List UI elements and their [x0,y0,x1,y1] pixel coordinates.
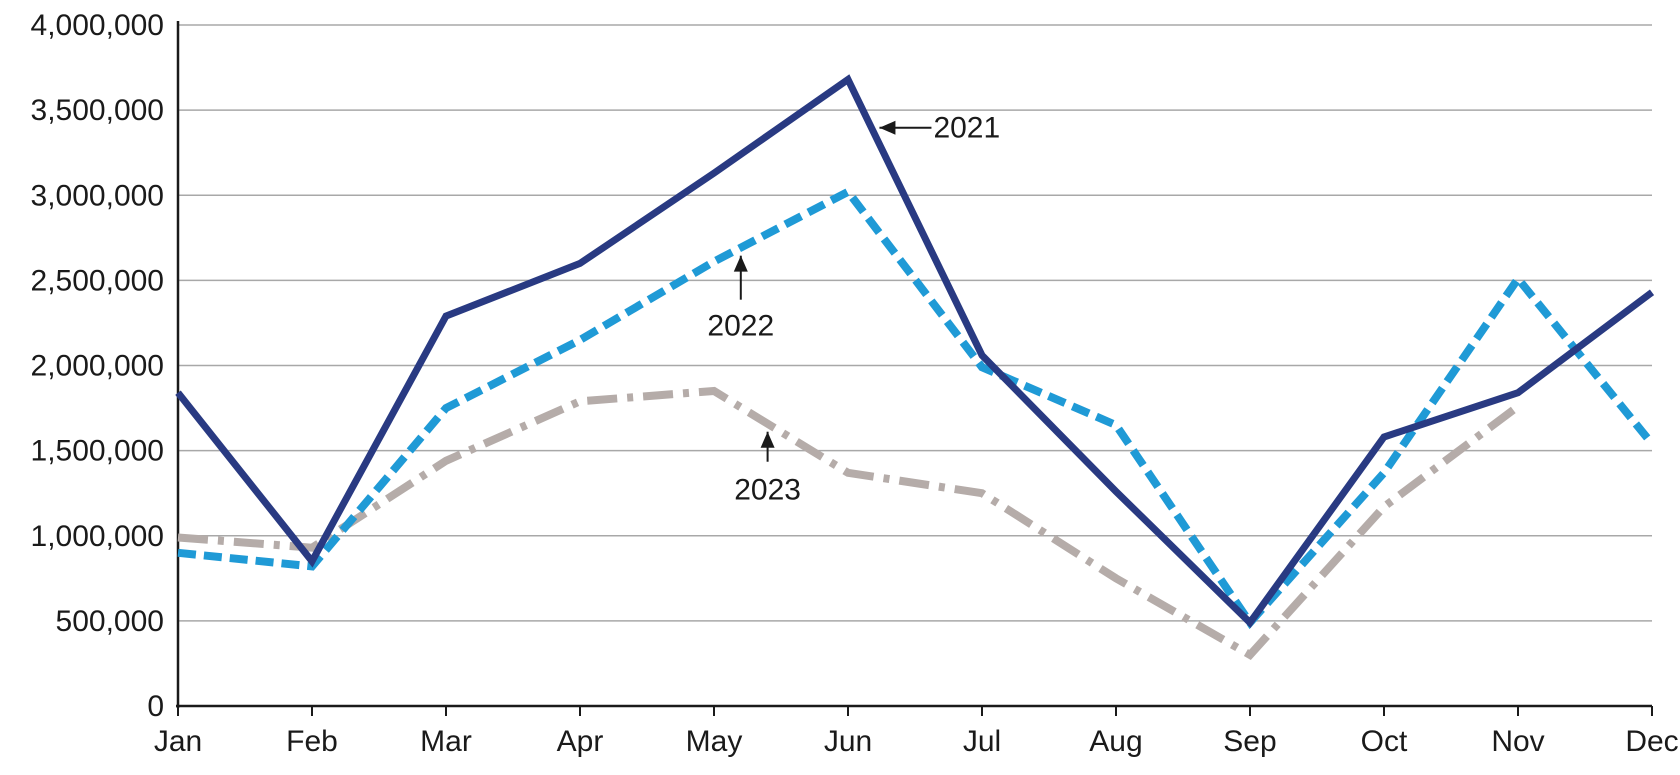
y-tick-label: 1,500,000 [31,435,164,468]
x-tick-label: Jul [963,725,1001,758]
y-tick-label: 2,000,000 [31,350,164,383]
y-tick-label: 3,500,000 [31,94,164,127]
x-tick-label: Jun [824,725,872,758]
y-tick-label: 3,000,000 [31,179,164,212]
annotation-2021-label: 2021 [933,112,1000,145]
y-tick-label: 1,000,000 [31,520,164,553]
annotation-2022-label: 2022 [707,310,774,343]
series-line-2023 [177,386,1521,660]
y-tick-label: 2,500,000 [31,264,164,297]
y-tick-label: 0 [147,690,164,723]
series-lines [175,74,1656,660]
tick-labels: 0 500,000 1,000,000 1,500,000 2,000,000 2,500… [31,9,1679,758]
x-tick-label: Mar [420,725,472,758]
series-line-2021 [175,74,1655,628]
x-tick-label: Sep [1223,725,1276,758]
x-tick-label: Nov [1491,725,1544,758]
x-tick-label: Apr [557,725,604,758]
axes [176,21,1653,716]
x-tick-label: Dec [1625,725,1678,758]
x-tick-label: Jan [154,725,202,758]
series-line-2022 [177,186,1656,630]
y-tick-label: 4,000,000 [31,9,164,42]
annotation-2021-arrow-head [879,120,896,135]
annotations: 2021 2022 2023 [707,112,1000,507]
x-tick-label: Oct [1361,725,1408,758]
y-tick-label: 500,000 [56,605,164,638]
annotation-2022-arrow-head [733,255,748,272]
x-tick-label: Feb [286,725,338,758]
grid-lines [178,24,1652,622]
annotation-2023-arrow-head [760,431,775,448]
x-tick-label: Aug [1089,725,1142,758]
annotation-2023-label: 2023 [734,474,801,507]
x-tick-label: May [686,725,743,758]
